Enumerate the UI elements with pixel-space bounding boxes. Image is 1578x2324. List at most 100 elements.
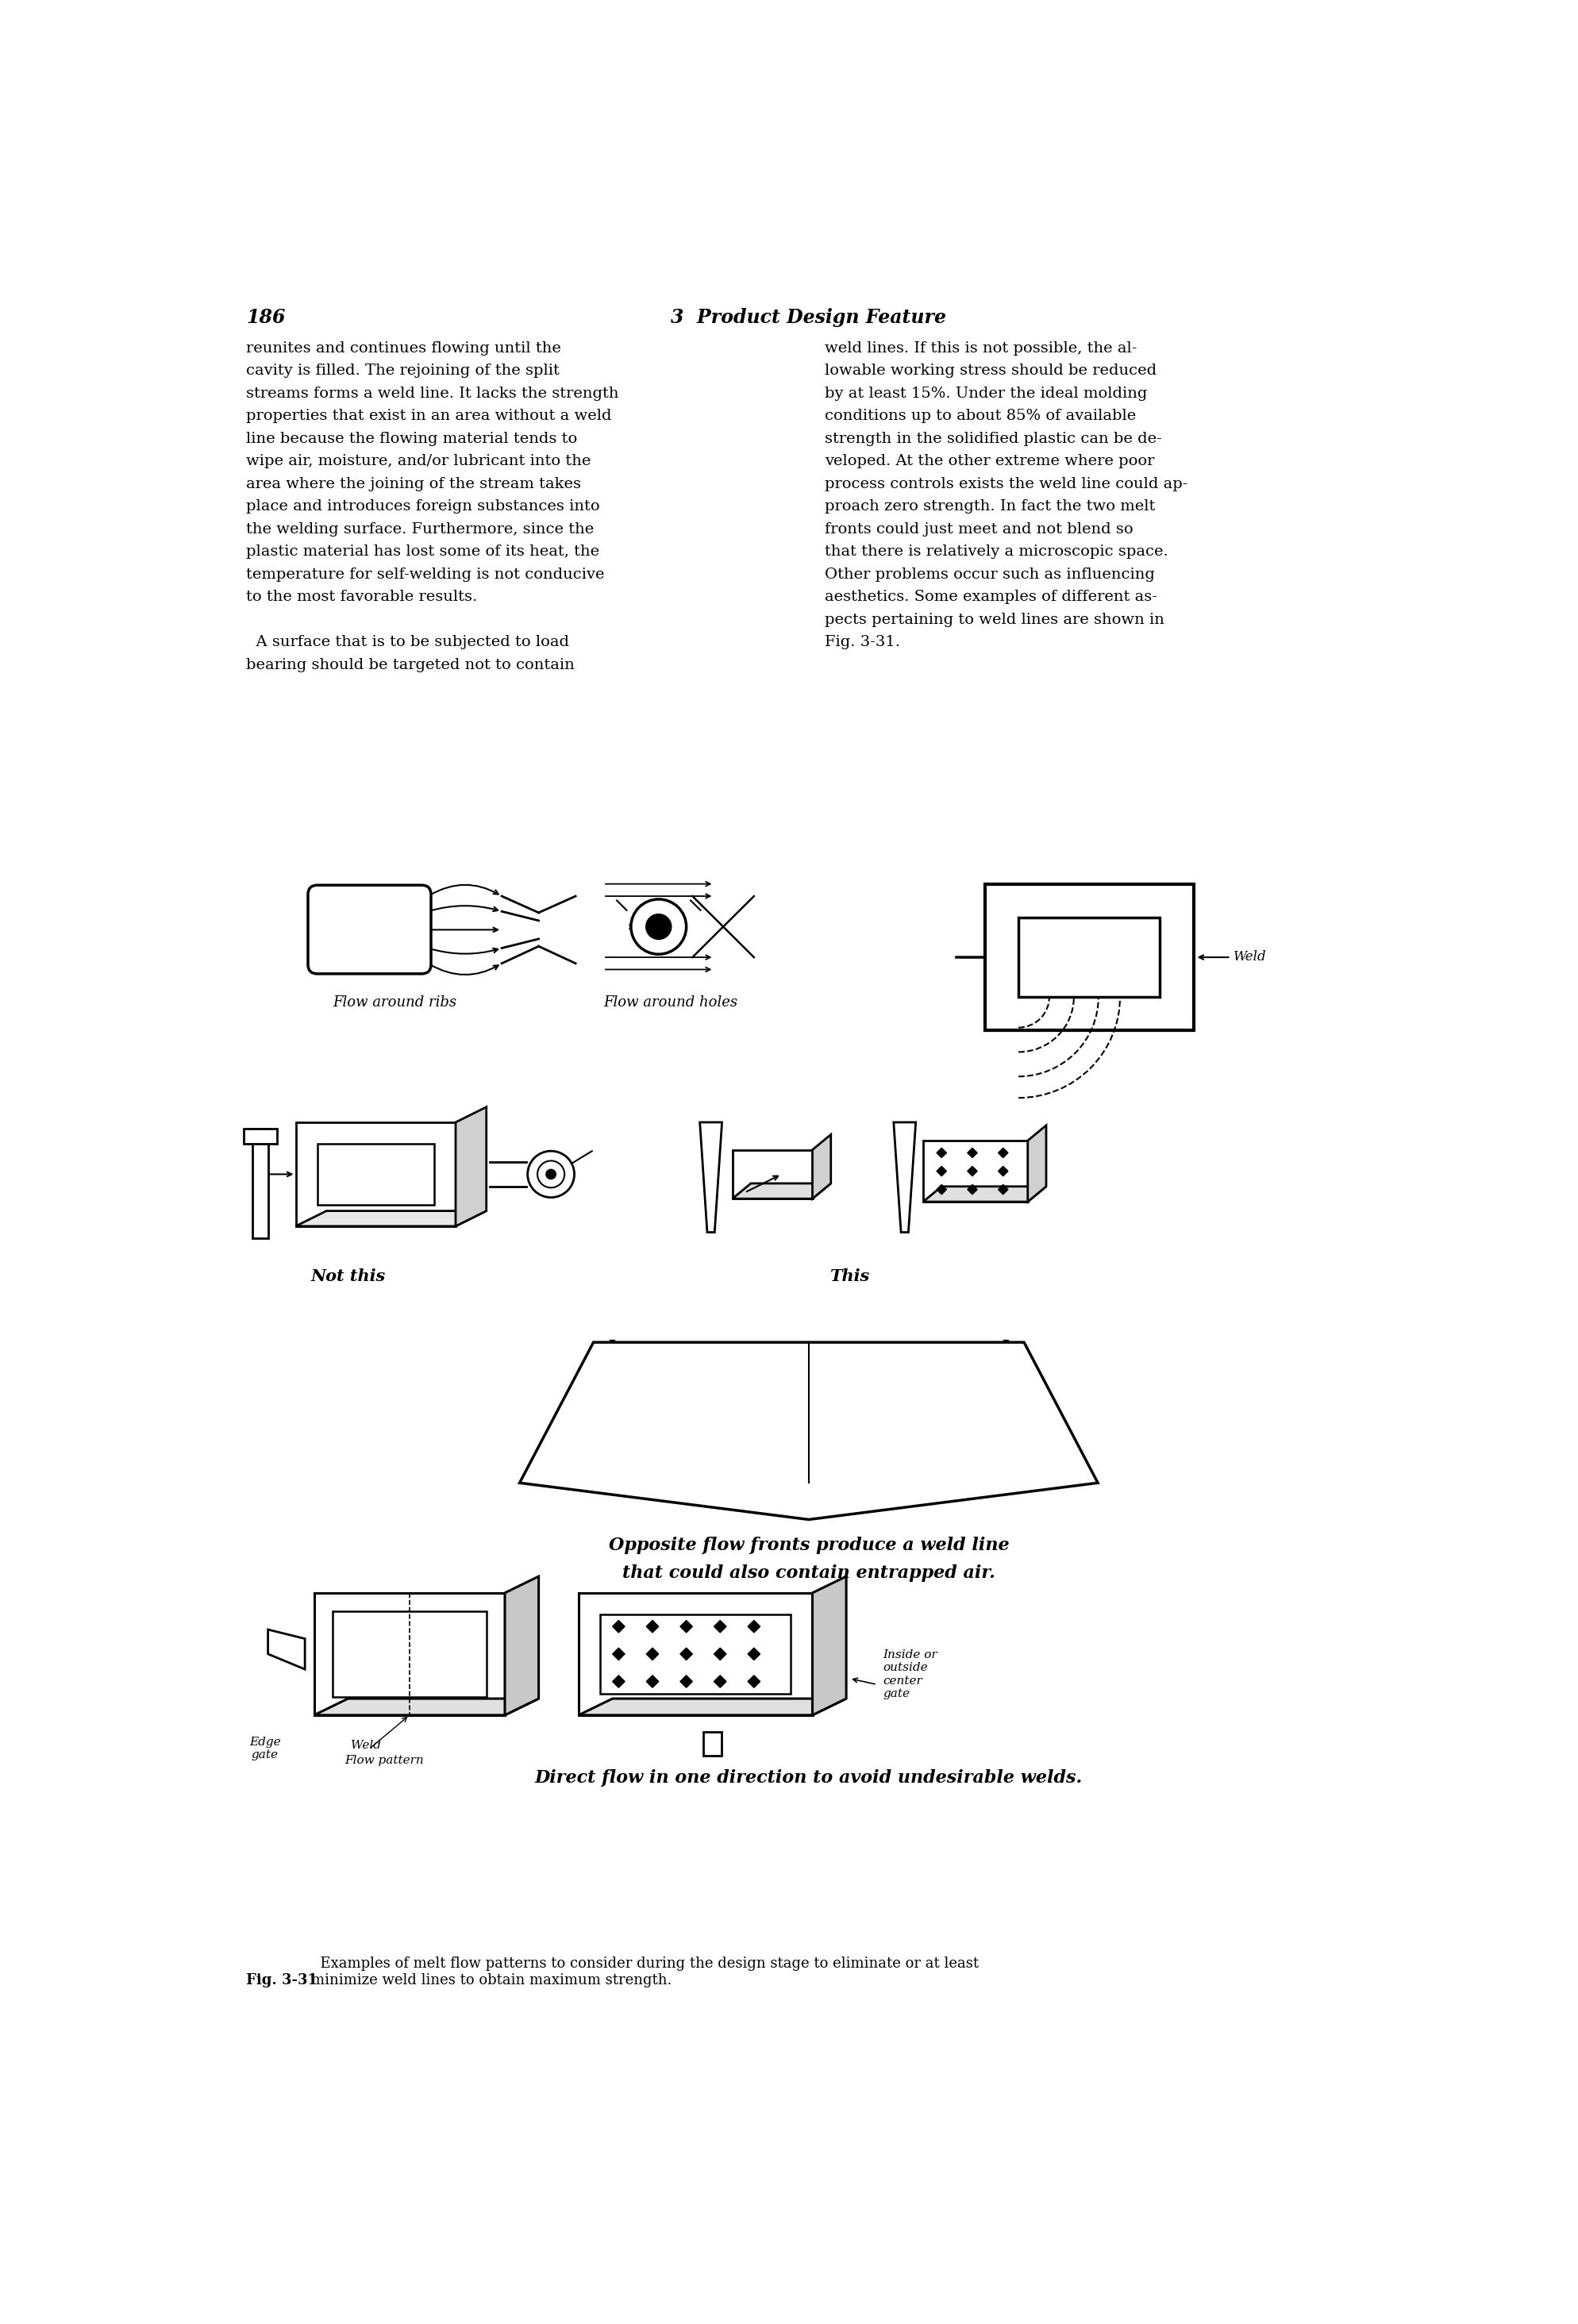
Text: Fig. 3-31.: Fig. 3-31. <box>825 634 899 648</box>
Text: Weld: Weld <box>1234 951 1267 964</box>
Polygon shape <box>748 1648 761 1659</box>
Bar <box>985 883 1195 1030</box>
Text: Flow pattern: Flow pattern <box>346 1755 424 1766</box>
Text: Examples of melt flow patterns to consider during the design stage to eliminate : Examples of melt flow patterns to consid… <box>311 1957 978 1987</box>
Polygon shape <box>967 1185 977 1195</box>
Polygon shape <box>647 1648 658 1659</box>
Text: properties that exist in an area without a weld: properties that exist in an area without… <box>246 409 612 423</box>
Text: pects pertaining to weld lines are shown in: pects pertaining to weld lines are shown… <box>825 614 1165 627</box>
Text: veloped. At the other extreme where poor: veloped. At the other extreme where poor <box>825 453 1155 469</box>
Polygon shape <box>314 1699 538 1715</box>
Polygon shape <box>647 1676 658 1687</box>
Text: that there is relatively a microscopic space.: that there is relatively a microscopic s… <box>825 544 1168 558</box>
Polygon shape <box>732 1183 832 1199</box>
Text: process controls exists the weld line could ap-: process controls exists the weld line co… <box>825 476 1188 490</box>
Text: Direct flow in one direction to avoid undesirable welds.: Direct flow in one direction to avoid un… <box>535 1769 1083 1787</box>
Polygon shape <box>456 1106 486 1227</box>
Text: proach zero strength. In fact the two melt: proach zero strength. In fact the two me… <box>825 500 1155 514</box>
Bar <box>243 1129 278 1143</box>
Polygon shape <box>612 1648 625 1659</box>
Polygon shape <box>268 1629 305 1669</box>
Polygon shape <box>967 1148 977 1157</box>
Polygon shape <box>999 1148 1008 1157</box>
Text: This: This <box>830 1269 869 1285</box>
Text: by at least 15%. Under the ideal molding: by at least 15%. Under the ideal molding <box>825 386 1147 400</box>
Polygon shape <box>713 1648 726 1659</box>
Polygon shape <box>647 1620 658 1631</box>
Text: Flow at gate: Flow at gate <box>997 995 1087 1009</box>
Text: Flow around ribs: Flow around ribs <box>333 995 456 1009</box>
Polygon shape <box>748 1676 761 1687</box>
Polygon shape <box>937 1185 947 1195</box>
Text: lowable working stress should be reduced: lowable working stress should be reduced <box>825 365 1157 379</box>
Text: wipe air, moisture, and/or lubricant into the: wipe air, moisture, and/or lubricant int… <box>246 453 592 469</box>
Polygon shape <box>612 1676 625 1687</box>
Polygon shape <box>713 1676 726 1687</box>
Polygon shape <box>999 1185 1008 1195</box>
Text: place and introduces foreign substances into: place and introduces foreign substances … <box>246 500 600 514</box>
FancyBboxPatch shape <box>308 885 431 974</box>
Text: A surface that is to be subjected to load: A surface that is to be subjected to loa… <box>246 634 570 648</box>
Text: Fig. 3-31: Fig. 3-31 <box>246 1973 317 1987</box>
Text: reunites and continues flowing until the: reunites and continues flowing until the <box>246 342 562 356</box>
Circle shape <box>645 913 671 939</box>
Polygon shape <box>937 1167 947 1176</box>
Bar <box>333 1611 486 1697</box>
Text: cavity is filled. The rejoining of the split: cavity is filled. The rejoining of the s… <box>246 365 560 379</box>
Text: Inside or
outside
center
gate: Inside or outside center gate <box>884 1650 937 1699</box>
Text: plastic material has lost some of its heat, the: plastic material has lost some of its he… <box>246 544 600 558</box>
Polygon shape <box>680 1676 693 1687</box>
Circle shape <box>527 1150 574 1197</box>
Text: strength in the solidified plastic can be de-: strength in the solidified plastic can b… <box>825 432 1161 446</box>
Circle shape <box>538 1160 565 1188</box>
Text: Gate: Gate <box>994 1371 1029 1385</box>
Polygon shape <box>680 1648 693 1659</box>
Polygon shape <box>967 1167 977 1176</box>
Polygon shape <box>813 1134 832 1199</box>
Text: streams forms a weld line. It lacks the strength: streams forms a weld line. It lacks the … <box>246 386 619 400</box>
Bar <box>295 1122 456 1227</box>
Text: conditions up to about 85% of available: conditions up to about 85% of available <box>825 409 1136 423</box>
Polygon shape <box>680 1620 693 1631</box>
Polygon shape <box>923 1188 1046 1202</box>
Bar <box>923 1141 1027 1202</box>
Circle shape <box>546 1169 555 1178</box>
Text: that could also contain entrapped air.: that could also contain entrapped air. <box>622 1564 996 1583</box>
Text: Weld: Weld <box>350 1741 382 1750</box>
Polygon shape <box>713 1620 726 1631</box>
Text: to the most favorable results.: to the most favorable results. <box>246 590 478 604</box>
Text: Flow around holes: Flow around holes <box>603 995 737 1009</box>
Text: Other problems occur such as influencing: Other problems occur such as influencing <box>825 567 1155 581</box>
Text: temperature for self-welding is not conducive: temperature for self-welding is not cond… <box>246 567 604 581</box>
Bar <box>314 1592 505 1715</box>
Polygon shape <box>937 1148 947 1157</box>
Text: aesthetics. Some examples of different as-: aesthetics. Some examples of different a… <box>825 590 1157 604</box>
Bar <box>252 1129 268 1239</box>
Text: bearing should be targeted not to contain: bearing should be targeted not to contai… <box>246 658 574 672</box>
Text: line because the flowing material tends to: line because the flowing material tends … <box>246 432 578 446</box>
Polygon shape <box>1027 1125 1046 1202</box>
Polygon shape <box>519 1343 1098 1520</box>
Text: Weld line: Weld line <box>890 1483 953 1494</box>
Text: area where the joining of the stream takes: area where the joining of the stream tak… <box>246 476 581 490</box>
Polygon shape <box>579 1699 846 1715</box>
Bar <box>579 1592 813 1715</box>
Text: weld lines. If this is not possible, the al-: weld lines. If this is not possible, the… <box>825 342 1138 356</box>
Bar <box>732 1150 813 1199</box>
Text: Opposite flow fronts produce a weld line: Opposite flow fronts produce a weld line <box>609 1536 1008 1555</box>
Polygon shape <box>748 1620 761 1631</box>
Text: 3  Product Design Feature: 3 Product Design Feature <box>671 307 947 328</box>
Polygon shape <box>999 1167 1008 1176</box>
Polygon shape <box>813 1576 846 1715</box>
Bar <box>1018 918 1160 997</box>
Polygon shape <box>295 1211 486 1227</box>
Text: Gate: Gate <box>589 1371 623 1385</box>
Polygon shape <box>505 1576 538 1715</box>
Polygon shape <box>699 1122 723 1232</box>
Polygon shape <box>893 1122 915 1232</box>
Bar <box>702 1731 721 1757</box>
Circle shape <box>631 899 686 955</box>
Bar <box>600 1615 791 1694</box>
Bar <box>317 1143 434 1204</box>
Text: Edge
gate: Edge gate <box>249 1736 281 1759</box>
